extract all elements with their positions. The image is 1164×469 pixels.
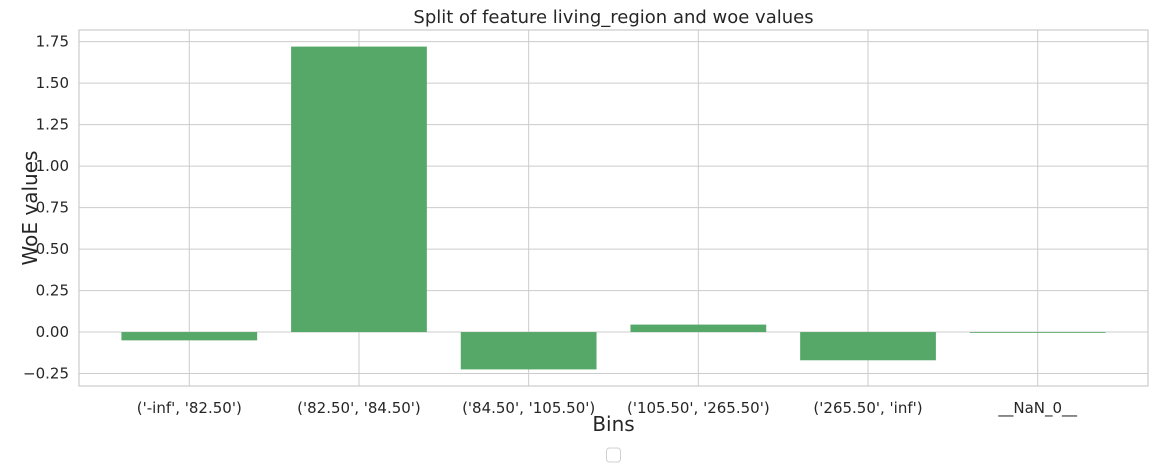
x-tick-label: __NaN_0__ [997,399,1077,418]
bar [460,332,597,370]
x-tick-label: ('82.50', '84.50') [297,399,421,417]
x-tick-label: ('105.50', '265.50') [627,399,770,417]
chart-title: Split of feature living_region and woe v… [413,7,813,28]
y-tick-label: 1.75 [36,33,69,51]
y-tick-label: 1.00 [36,157,69,175]
y-tick-label: 0.75 [36,199,69,217]
y-tick-label: 0.00 [36,323,69,341]
y-tick-label: 1.50 [36,74,69,92]
y-tick-label: 0.25 [36,282,69,300]
bar [121,332,258,341]
x-axis-ticks: ('-inf', '82.50') ('82.50', '84.50') ('84.… [137,399,1078,418]
y-tick-label: 0.50 [36,240,69,258]
bar [969,332,1106,333]
y-axis-ticks: −0.25 0.00 0.25 0.50 0.75 1.00 1.25 1.50 1.75 [23,33,69,383]
bar [630,324,767,333]
bars [121,46,1106,370]
x-tick-label: ('84.50', '105.50') [462,399,595,417]
y-axis-label: WoE values [18,151,42,266]
legend-box [606,447,621,463]
plot-frame [78,29,1149,387]
x-axis-label: Bins [592,412,634,436]
bar [291,46,427,333]
y-tick-label: 1.25 [36,116,69,134]
y-tick-label: −0.25 [23,365,69,383]
bar [800,332,936,361]
x-tick-label: ('265.50', 'inf') [813,399,922,417]
x-tick-label: ('-inf', '82.50') [137,399,242,417]
